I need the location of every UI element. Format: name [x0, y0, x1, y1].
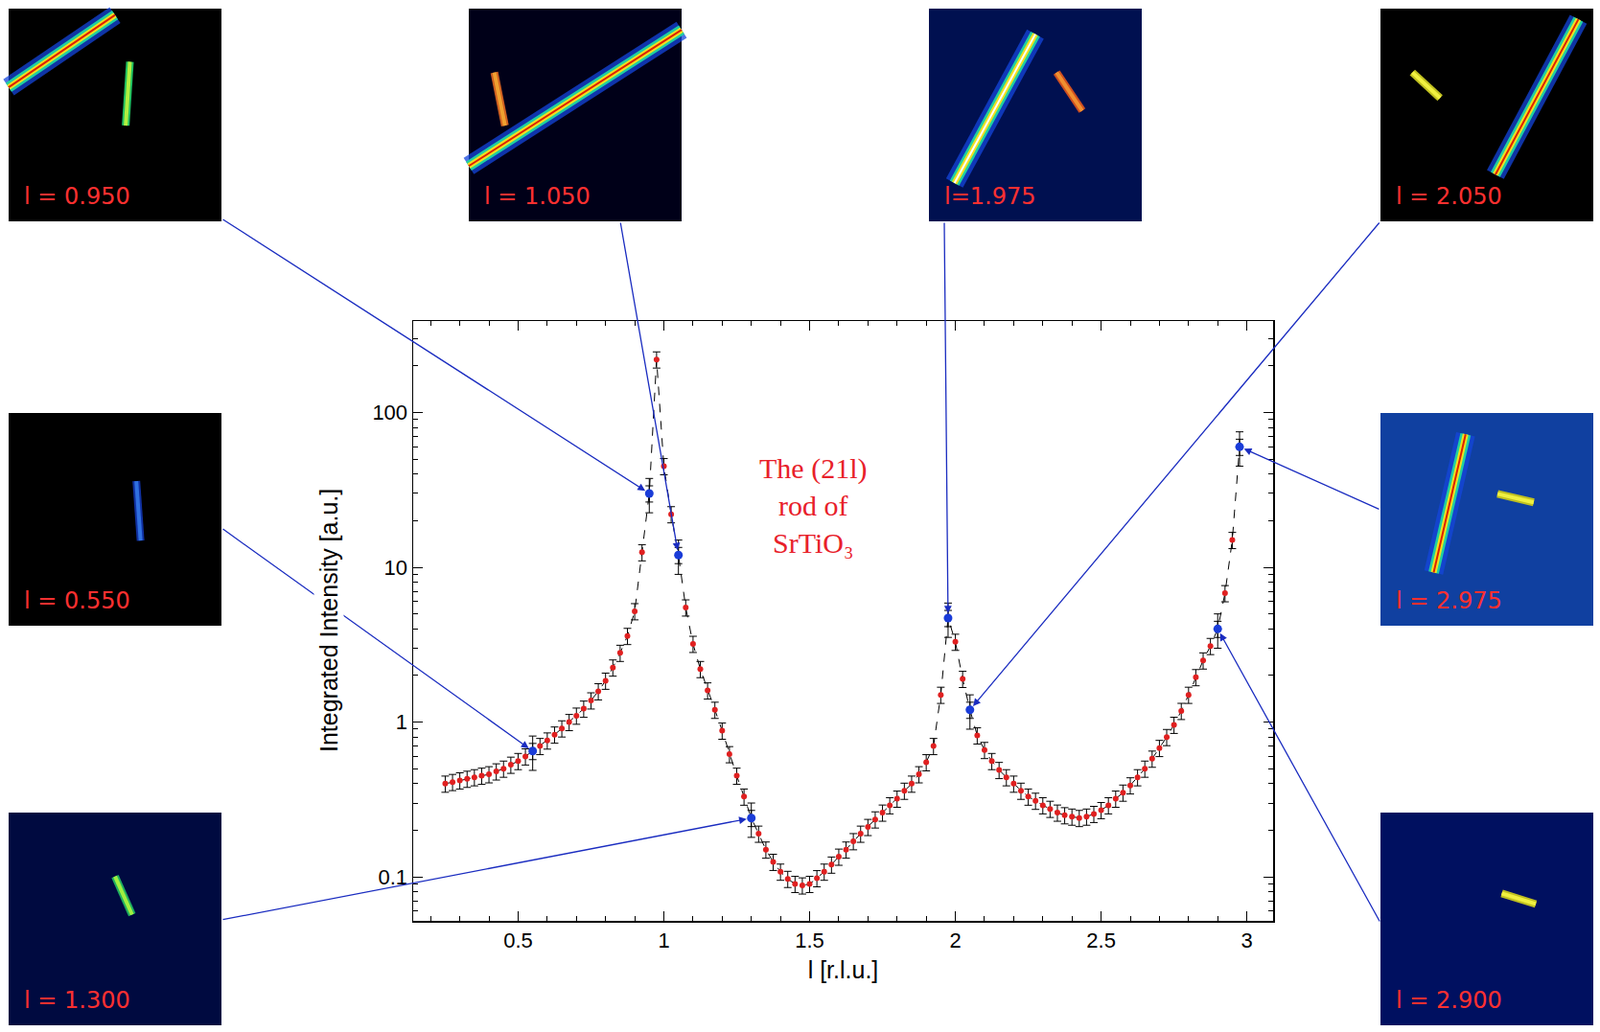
svg-text:0.1: 0.1 — [378, 865, 409, 890]
svg-text:l = 2.900: l = 2.900 — [1395, 987, 1503, 1015]
svg-text:3: 3 — [1241, 928, 1253, 953]
svg-text:Integrated Intensity [a.u.]: Integrated Intensity [a.u.] — [315, 488, 343, 753]
svg-text:1: 1 — [657, 928, 670, 953]
svg-text:1.5: 1.5 — [794, 928, 825, 953]
svg-text:l [r.l.u.]: l [r.l.u.] — [808, 956, 880, 984]
svg-text:l = 0.950: l = 0.950 — [23, 183, 131, 210]
svg-text:l = 1.300: l = 1.300 — [23, 987, 131, 1015]
svg-text:l=1.975: l=1.975 — [944, 183, 1036, 210]
svg-text:10: 10 — [384, 556, 408, 580]
svg-text:2: 2 — [949, 928, 961, 953]
svg-text:l = 2.050: l = 2.050 — [1395, 183, 1503, 210]
svg-text:l = 0.550: l = 0.550 — [23, 587, 131, 615]
svg-text:2.5: 2.5 — [1086, 928, 1116, 953]
svg-text:The (21l)rod ofSrTiO₃: The (21l)rod ofSrTiO₃ — [759, 452, 867, 559]
svg-text:1: 1 — [395, 710, 408, 735]
svg-text:0.5: 0.5 — [503, 928, 534, 953]
svg-text:100: 100 — [371, 400, 408, 425]
svg-text:l = 1.050: l = 1.050 — [484, 183, 591, 210]
svg-text:l = 2.975: l = 2.975 — [1395, 587, 1503, 615]
